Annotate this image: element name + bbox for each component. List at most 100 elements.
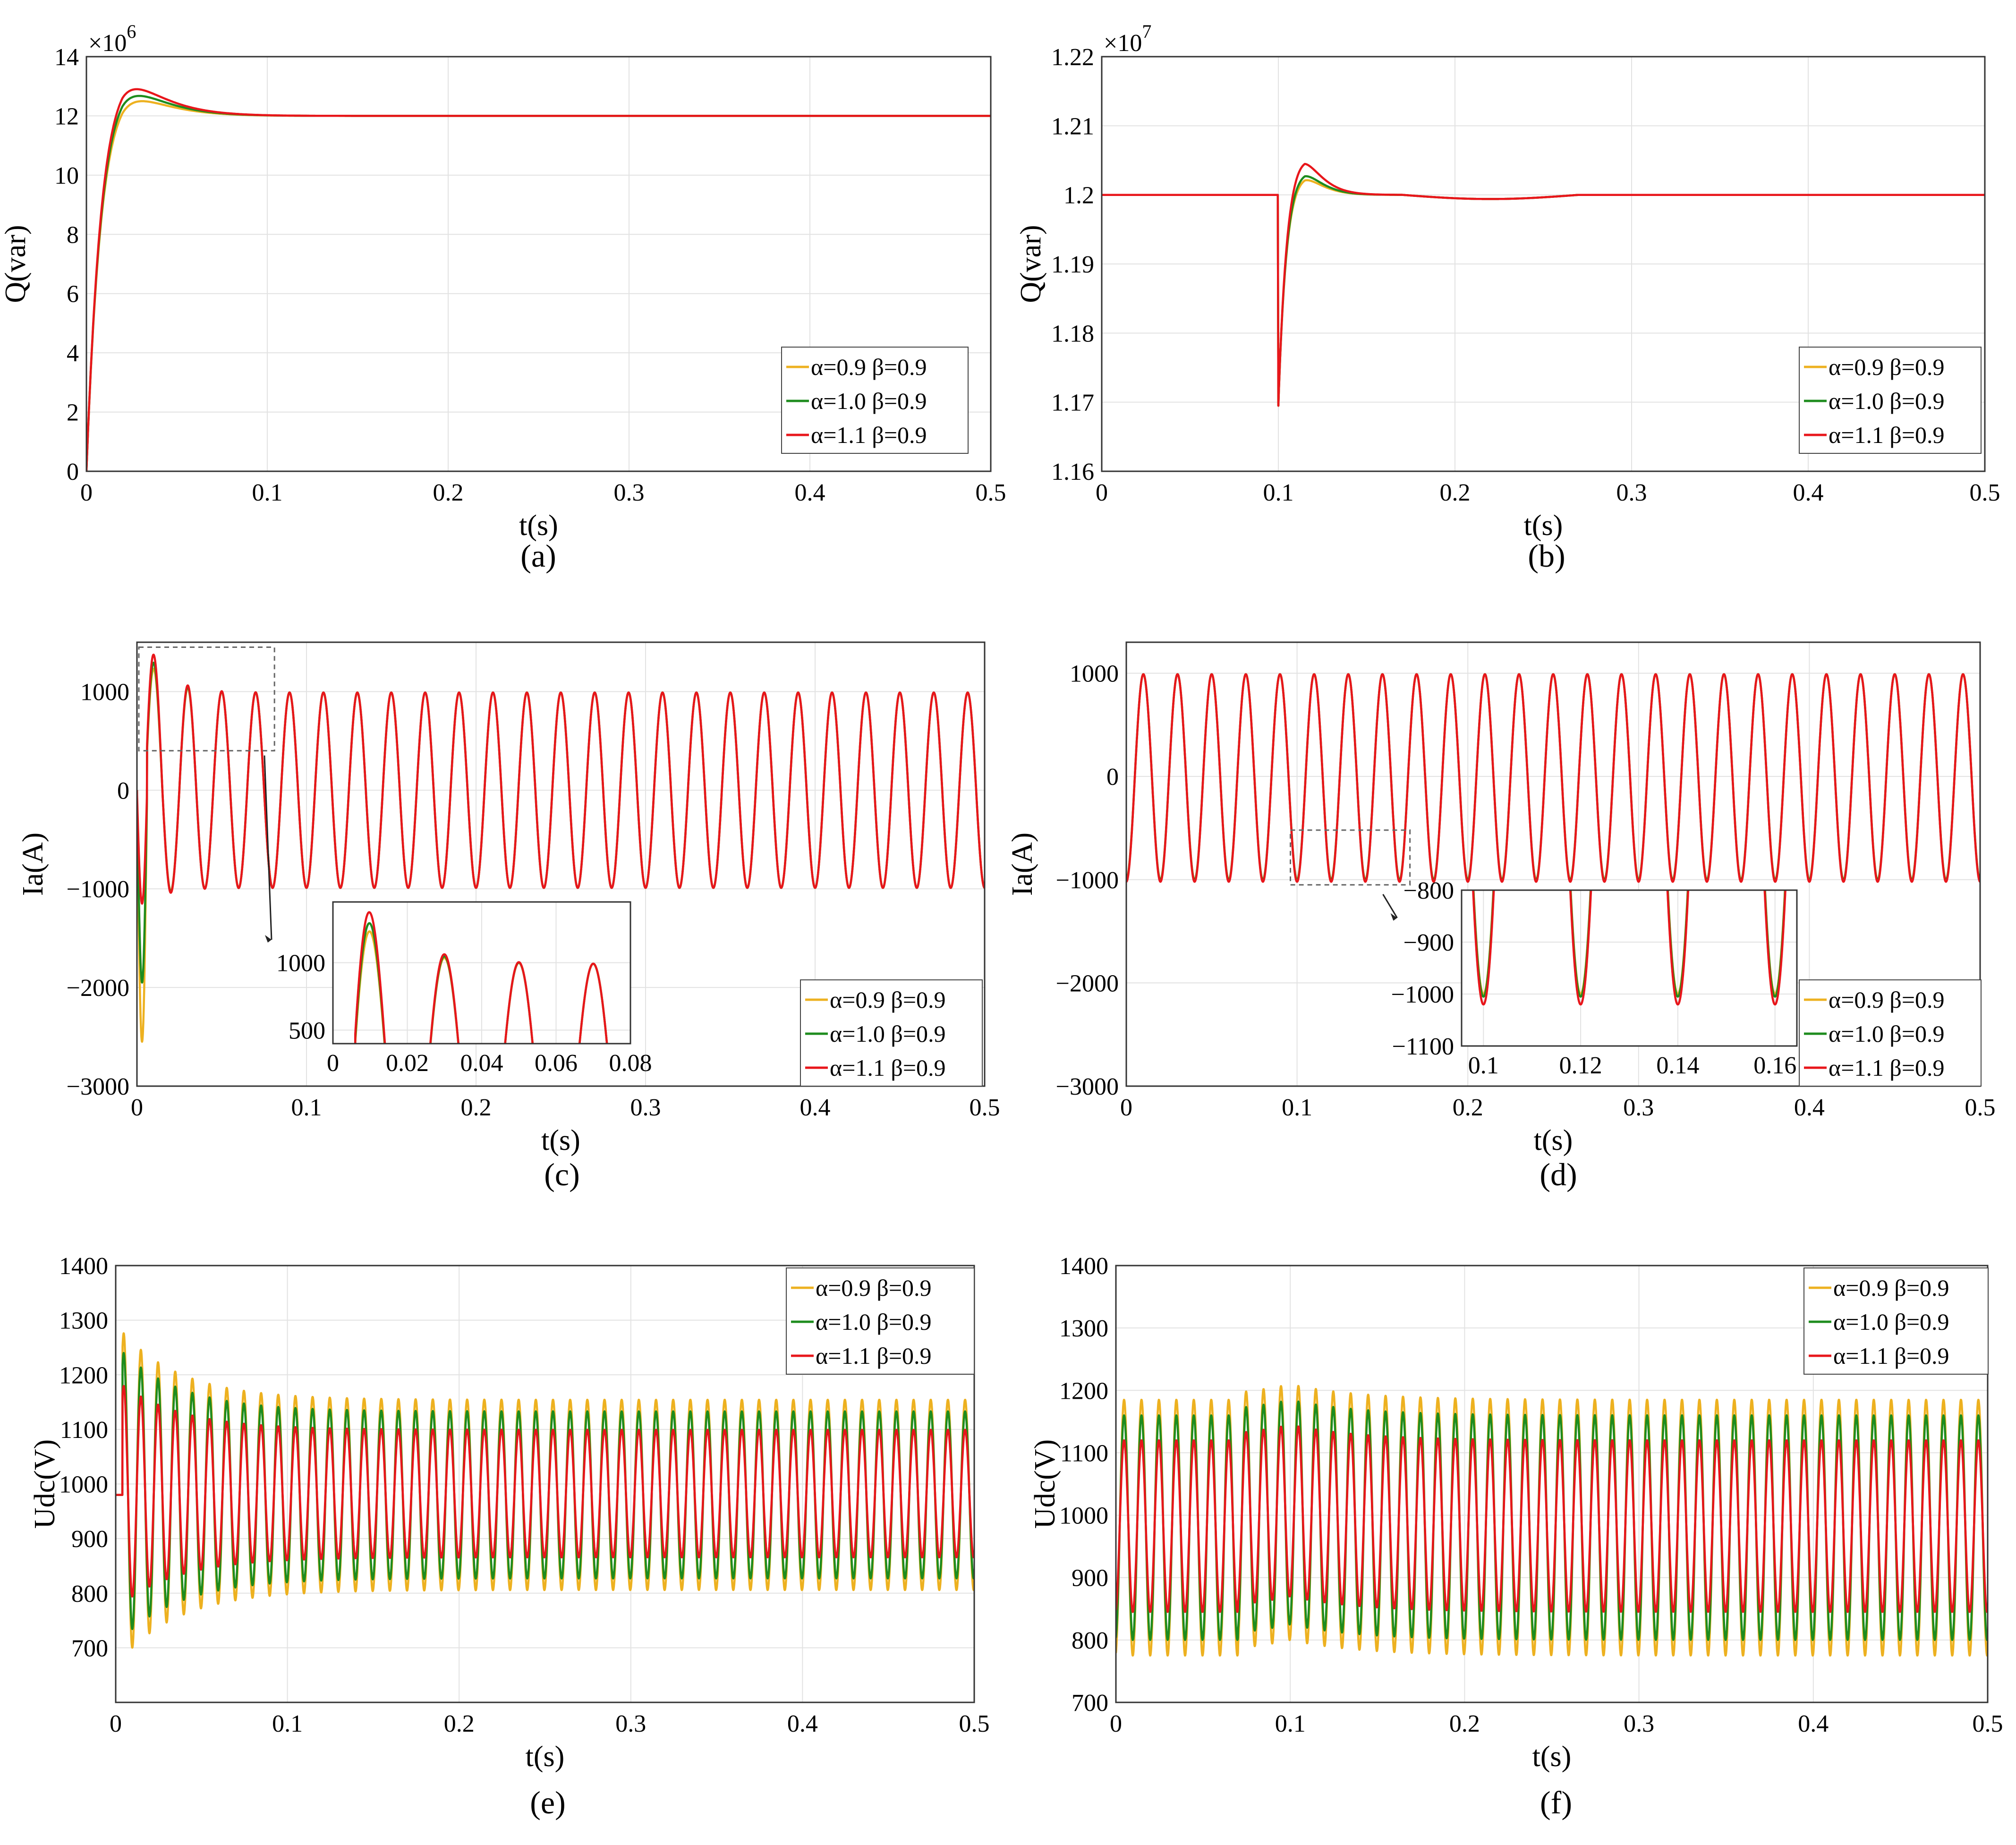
x-tick-label: 0.2 <box>444 1710 475 1737</box>
x-tick-label: 0.3 <box>615 1710 646 1737</box>
y-exponent: ×106 <box>88 21 136 57</box>
y-tick-label: 1000 <box>59 1471 108 1498</box>
x-tick-label: 0.5 <box>976 479 1006 506</box>
y-tick-label: 4 <box>67 340 79 367</box>
y-tick-label: 1000 <box>276 950 325 977</box>
y-tick-label: 1.17 <box>1051 390 1094 417</box>
y-tick-label: −3000 <box>67 1073 129 1100</box>
legend-entry: α=1.1 β=0.9 <box>1829 422 1945 448</box>
y-tick-label: −1000 <box>1391 981 1454 1008</box>
y-tick-label: −2000 <box>67 975 129 1002</box>
x-axis-label: t(s) <box>519 510 558 542</box>
y-axis-label: Q(var) <box>1015 225 1047 303</box>
x-tick-label: 0 <box>1110 1710 1122 1737</box>
panel-b: 0 0.1 0.2 0.3 0.4 0.5 1.16 1.17 1.18 1.19 1.2 1.21 1… <box>1015 21 2000 574</box>
x-tick-label: 0.14 <box>1656 1052 1699 1079</box>
y-axis-label: Ia(A) <box>1006 833 1038 896</box>
x-tick-label: 0.1 <box>272 1710 303 1737</box>
legend: α=0.9 β=0.9 α=1.0 β=0.9 α=1.1 β=0.9 <box>786 1268 974 1374</box>
y-axis-label: Ia(A) <box>17 833 49 896</box>
x-tick-label: 0.1 <box>252 479 283 506</box>
y-tick-label: 0 <box>117 777 129 804</box>
y-tick-label: 1000 <box>1070 661 1119 688</box>
legend-entry: α=0.9 β=0.9 <box>1829 986 1945 1013</box>
x-tick-label: 0 <box>1096 479 1108 506</box>
plot-area <box>1462 890 1797 1046</box>
x-tick-label: 0 <box>80 479 93 506</box>
legend: α=0.9 β=0.9 α=1.0 β=0.9 α=1.1 β=0.9 <box>1799 980 1981 1086</box>
y-tick-label: 700 <box>71 1635 108 1662</box>
y-tick-label: 0 <box>1106 764 1119 791</box>
x-tick-label: 0.1 <box>1263 479 1294 506</box>
x-tick-label: 0.4 <box>1798 1710 1829 1737</box>
y-tick-label: 12 <box>54 103 79 130</box>
legend-entry: α=1.1 β=0.9 <box>830 1054 946 1081</box>
legend-entry: α=1.0 β=0.9 <box>1829 1020 1945 1047</box>
x-tick-label: 0.02 <box>386 1050 429 1077</box>
y-tick-label: 0 <box>67 459 79 485</box>
x-tick-label: 0 <box>110 1710 122 1737</box>
y-tick-label: 1000 <box>80 679 129 706</box>
y-tick-label: 1100 <box>1060 1440 1108 1467</box>
y-tick-label: 10 <box>54 162 79 189</box>
y-tick-label: 1300 <box>1059 1315 1108 1342</box>
x-tick-label: 0.08 <box>609 1050 652 1077</box>
y-tick-label: 14 <box>54 44 79 71</box>
x-tick-label: 0.2 <box>1453 1094 1483 1121</box>
legend-entry: α=1.1 β=0.9 <box>816 1343 932 1369</box>
x-axis-label: t(s) <box>526 1741 565 1773</box>
figure: 0 0.1 0.2 0.3 0.4 0.502468101214×106t(s)Q(var… <box>0 0 2016 1845</box>
legend-entry: α=0.9 β=0.9 <box>816 1275 932 1301</box>
x-tick-label: 0.4 <box>787 1710 818 1737</box>
legend-entry: α=1.1 β=0.9 <box>1833 1343 1949 1369</box>
panel-caption: (b) <box>1528 538 1565 574</box>
y-tick-label: 1.21 <box>1051 113 1094 140</box>
y-tick-label: 1400 <box>59 1253 108 1280</box>
legend-entry: α=0.9 β=0.9 <box>811 354 927 380</box>
x-tick-label: 0.1 <box>291 1094 322 1121</box>
y-tick-label: 900 <box>1072 1565 1108 1592</box>
y-tick-label: 500 <box>289 1017 325 1044</box>
x-tick-label: 0.5 <box>1965 1094 1996 1121</box>
x-tick-label: 0.4 <box>1793 479 1824 506</box>
x-tick-label: 0 <box>131 1094 143 1121</box>
y-axis-label: Q(var) <box>0 225 32 303</box>
y-tick-label: 1.16 <box>1051 459 1094 485</box>
y-tick-label: 1200 <box>1059 1377 1108 1404</box>
x-tick-label: 0.2 <box>433 479 464 506</box>
y-tick-label: 900 <box>71 1526 108 1553</box>
y-tick-label: −1000 <box>1056 867 1119 894</box>
x-axis-label: t(s) <box>1532 1741 1572 1773</box>
x-tick-label: 0.5 <box>959 1710 990 1737</box>
x-tick-label: 0.1 <box>1275 1710 1306 1737</box>
y-tick-label: 1.19 <box>1051 251 1094 278</box>
x-tick-label: 0.3 <box>630 1094 661 1121</box>
y-tick-label: −800 <box>1404 877 1454 904</box>
panel-caption: (d) <box>1540 1156 1577 1192</box>
x-tick-label: 0.4 <box>1794 1094 1825 1121</box>
y-tick-label: −2000 <box>1056 970 1119 997</box>
x-tick-label: 0.5 <box>970 1094 1000 1121</box>
x-tick-label: 0.2 <box>1440 479 1471 506</box>
legend: α=0.9 β=0.9 α=1.0 β=0.9 α=1.1 β=0.9 <box>800 980 982 1086</box>
legend-entry: α=1.0 β=0.9 <box>816 1309 932 1335</box>
y-tick-label: 1400 <box>1059 1253 1108 1280</box>
legend: α=0.9 β=0.9 α=1.0 β=0.9 α=1.1 β=0.9 <box>782 347 968 453</box>
x-tick-label: 0.4 <box>800 1094 831 1121</box>
panel-caption: (e) <box>530 1785 565 1820</box>
panel-caption: (f) <box>1540 1785 1572 1820</box>
y-tick-label: 1.2 <box>1063 182 1094 209</box>
y-axis-label: Udc(V) <box>29 1439 61 1529</box>
x-tick-label: 0.12 <box>1559 1052 1602 1079</box>
y-tick-label: −3000 <box>1056 1073 1119 1100</box>
x-tick-label: 0.4 <box>795 479 825 506</box>
x-tick-label: 0.2 <box>461 1094 492 1121</box>
x-tick-label: 0 <box>1120 1094 1132 1121</box>
y-tick-label: 1000 <box>1059 1503 1108 1530</box>
x-tick-label: 0.5 <box>1973 1710 2003 1737</box>
x-tick-label: 0.16 <box>1753 1052 1796 1079</box>
legend-entry: α=1.0 β=0.9 <box>811 388 927 414</box>
x-tick-label: 0.3 <box>1623 1094 1654 1121</box>
legend-entry: α=1.1 β=0.9 <box>811 422 927 448</box>
x-tick-label: 0.5 <box>1970 479 2000 506</box>
